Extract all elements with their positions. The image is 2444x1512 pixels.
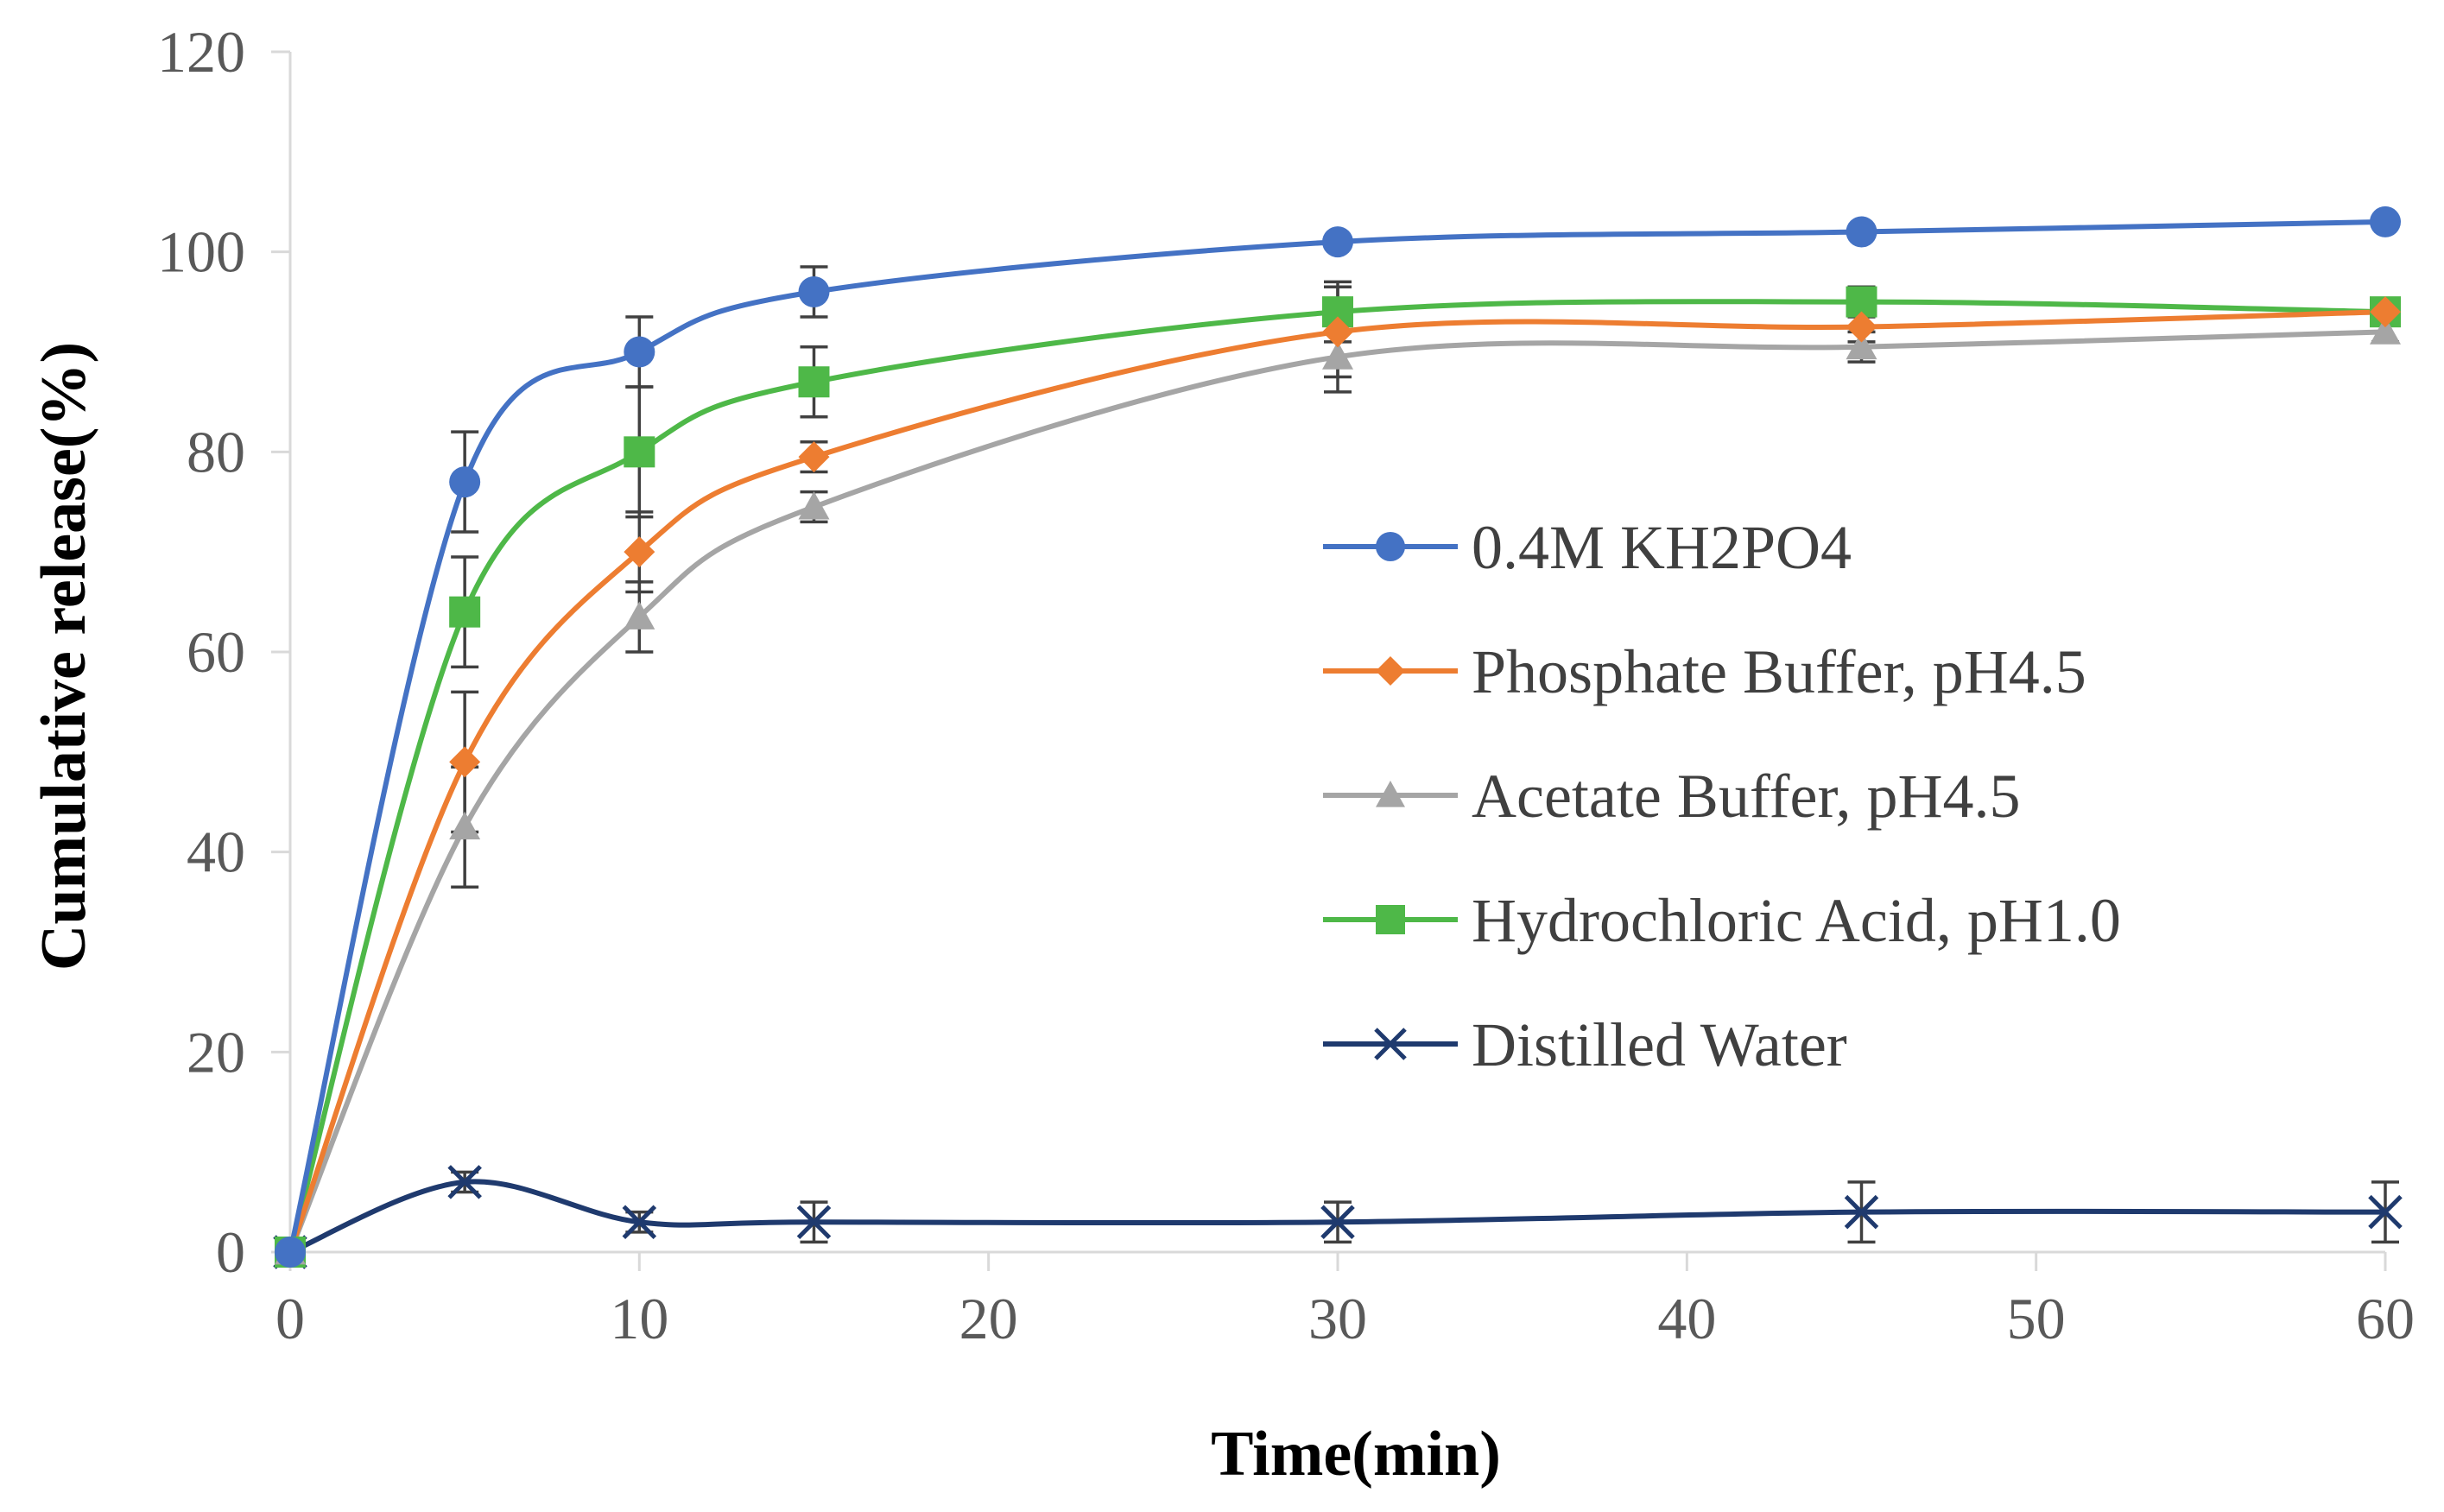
- legend-label: Phosphate Buffer, pH4.5: [1472, 637, 2086, 706]
- x-tick-label: 30: [1308, 1286, 1367, 1351]
- marker-x-stroke: [796, 1205, 832, 1240]
- y-tick-label: 20: [187, 1019, 245, 1085]
- series-markers: [273, 206, 2403, 1269]
- data-point-0: [624, 336, 655, 368]
- data-point-4: [2368, 1194, 2403, 1230]
- marker-x-stroke: [1844, 1194, 1879, 1230]
- x-tick-label: 10: [610, 1286, 668, 1351]
- data-point-0: [798, 276, 830, 307]
- legend-marker: [1376, 532, 1405, 561]
- data-point-3: [798, 366, 830, 398]
- y-axis-title: Cumulative release(%): [28, 342, 99, 971]
- legend-marker: [1374, 1028, 1407, 1060]
- x-tick-label: 40: [1657, 1286, 1716, 1351]
- marker-x-stroke: [1320, 1205, 1355, 1240]
- data-point-4: [1320, 1205, 1355, 1240]
- data-point-1: [1846, 311, 1877, 343]
- legend-label: Hydrochloric Acid, pH1.0: [1472, 886, 2121, 955]
- legend-item: 0.4M KH2PO4: [1323, 513, 1852, 582]
- series-line-4: [288, 1179, 2388, 1255]
- data-point-3: [449, 596, 481, 628]
- data-point-2: [624, 601, 655, 629]
- series-line-3: [288, 299, 2388, 1255]
- legend-marker: [1376, 656, 1405, 686]
- legend-marker: [1376, 905, 1405, 934]
- y-tick-label: 80: [187, 419, 245, 484]
- x-axis-title: Time(min): [1211, 1419, 1501, 1490]
- data-point-4: [796, 1205, 832, 1240]
- data-point-1: [624, 536, 655, 568]
- y-tick-label: 120: [157, 19, 245, 85]
- data-point-0: [1322, 226, 1353, 258]
- marker-x-stroke: [1374, 1028, 1407, 1060]
- y-tick-label: 60: [187, 619, 245, 685]
- y-tick-label: 0: [216, 1219, 245, 1285]
- x-tick-label: 50: [2007, 1286, 2066, 1351]
- data-point-0: [2370, 206, 2401, 237]
- legend-label: Distilled Water: [1472, 1010, 1847, 1079]
- y-tick-label: 40: [187, 819, 245, 885]
- data-point-2: [2370, 316, 2401, 345]
- x-tick-label: 0: [275, 1286, 305, 1351]
- data-point-1: [1322, 316, 1353, 348]
- data-point-0: [1846, 216, 1877, 248]
- data-point-1: [2370, 296, 2401, 328]
- data-point-4: [447, 1165, 482, 1199]
- data-point-4: [1844, 1194, 1879, 1230]
- data-point-2: [1322, 341, 1353, 370]
- legend-label: 0.4M KH2PO4: [1472, 513, 1852, 582]
- legend-item: Distilled Water: [1323, 1010, 1847, 1079]
- x-tick-label: 20: [959, 1286, 1018, 1351]
- data-point-3: [624, 436, 655, 468]
- legend-marker: [1376, 781, 1405, 807]
- y-tick-label: 100: [157, 219, 245, 285]
- data-point-1: [449, 746, 481, 778]
- x-tick-label: 60: [2356, 1286, 2415, 1351]
- data-point-1: [798, 441, 830, 473]
- marker-x-stroke: [2368, 1194, 2403, 1230]
- data-point-2: [449, 811, 481, 840]
- legend: 0.4M KH2PO4 Phosphate Buffer, pH4.5 Acetat…: [1323, 513, 2121, 1079]
- marker-x-stroke: [447, 1165, 482, 1199]
- data-point-0: [449, 466, 481, 498]
- data-point-4: [622, 1205, 657, 1240]
- data-point-2: [1846, 331, 1877, 360]
- data-point-2: [798, 491, 830, 520]
- marker-x-stroke: [622, 1205, 657, 1240]
- legend-item: Acetate Buffer, pH4.5: [1323, 762, 2021, 831]
- legend-item: Phosphate Buffer, pH4.5: [1323, 637, 2086, 706]
- axes: 0 20 40 60 80 100 120 0 10 20 30 40 50 60: [157, 19, 2415, 1351]
- legend-label: Acetate Buffer, pH4.5: [1472, 762, 2021, 831]
- error-bars: [451, 265, 2399, 1244]
- series-line-1: [288, 309, 2388, 1255]
- data-point-0: [275, 1237, 306, 1268]
- legend-item: Hydrochloric Acid, pH1.0: [1323, 886, 2121, 955]
